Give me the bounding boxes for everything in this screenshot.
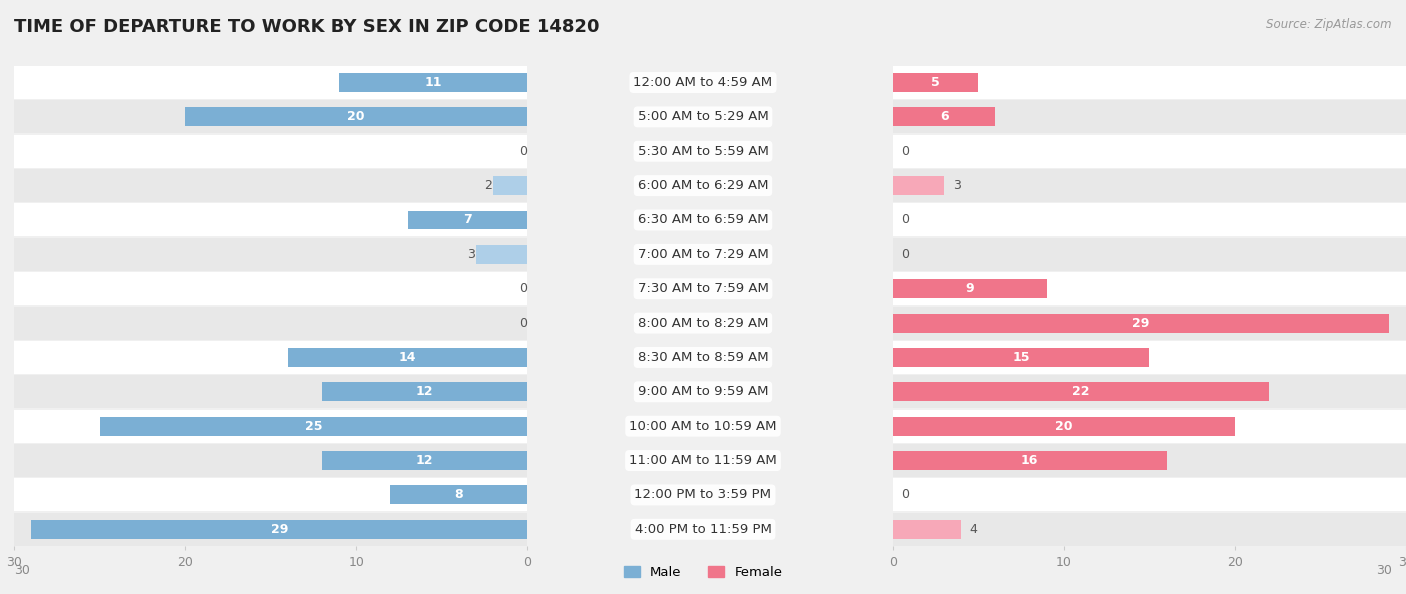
- Bar: [31, 520, 527, 539]
- Bar: [893, 100, 1406, 134]
- Text: 3: 3: [953, 179, 960, 192]
- Text: 4: 4: [970, 523, 977, 536]
- Bar: [14, 478, 527, 511]
- Bar: [322, 383, 527, 402]
- Text: 5:30 AM to 5:59 AM: 5:30 AM to 5:59 AM: [637, 145, 769, 158]
- Bar: [893, 383, 1270, 402]
- Text: 12: 12: [416, 454, 433, 467]
- Bar: [339, 73, 527, 92]
- Text: 0: 0: [901, 213, 910, 226]
- Text: 2: 2: [485, 179, 492, 192]
- Text: 8:30 AM to 8:59 AM: 8:30 AM to 8:59 AM: [638, 351, 768, 364]
- Bar: [322, 451, 527, 470]
- Bar: [391, 485, 527, 504]
- Text: 3: 3: [467, 248, 475, 261]
- Text: 22: 22: [1073, 386, 1090, 399]
- Text: 12:00 PM to 3:59 PM: 12:00 PM to 3:59 PM: [634, 488, 772, 501]
- Bar: [893, 108, 995, 127]
- Bar: [14, 375, 527, 408]
- Bar: [14, 444, 527, 477]
- Bar: [14, 307, 527, 340]
- Text: 7: 7: [463, 213, 472, 226]
- Bar: [893, 238, 1406, 271]
- Bar: [14, 341, 527, 374]
- Bar: [893, 520, 962, 539]
- Bar: [14, 410, 527, 443]
- Text: 11: 11: [425, 76, 441, 89]
- Bar: [893, 410, 1406, 443]
- Text: TIME OF DEPARTURE TO WORK BY SEX IN ZIP CODE 14820: TIME OF DEPARTURE TO WORK BY SEX IN ZIP …: [14, 18, 599, 36]
- Bar: [893, 73, 979, 92]
- Bar: [14, 204, 527, 236]
- Text: 30: 30: [14, 564, 30, 577]
- Text: 0: 0: [901, 145, 910, 158]
- Text: 0: 0: [901, 248, 910, 261]
- Text: 10:00 AM to 10:59 AM: 10:00 AM to 10:59 AM: [630, 420, 776, 432]
- Bar: [14, 100, 527, 134]
- Text: 11:00 AM to 11:59 AM: 11:00 AM to 11:59 AM: [628, 454, 778, 467]
- Text: 8:00 AM to 8:29 AM: 8:00 AM to 8:29 AM: [638, 317, 768, 330]
- Bar: [14, 238, 527, 271]
- Bar: [893, 272, 1406, 305]
- Bar: [186, 108, 527, 127]
- Text: 30: 30: [1376, 564, 1392, 577]
- Text: 9: 9: [966, 282, 974, 295]
- Text: 29: 29: [270, 523, 288, 536]
- Text: 20: 20: [347, 110, 366, 124]
- Text: 0: 0: [519, 145, 527, 158]
- Text: 7:30 AM to 7:59 AM: 7:30 AM to 7:59 AM: [637, 282, 769, 295]
- Bar: [14, 513, 527, 546]
- Text: 9:00 AM to 9:59 AM: 9:00 AM to 9:59 AM: [638, 386, 768, 399]
- Text: 5:00 AM to 5:29 AM: 5:00 AM to 5:29 AM: [638, 110, 768, 124]
- Bar: [100, 417, 527, 435]
- Bar: [408, 210, 527, 229]
- Text: 12:00 AM to 4:59 AM: 12:00 AM to 4:59 AM: [634, 76, 772, 89]
- Bar: [893, 375, 1406, 408]
- Text: 6:30 AM to 6:59 AM: 6:30 AM to 6:59 AM: [638, 213, 768, 226]
- Text: 29: 29: [1132, 317, 1150, 330]
- Text: Source: ZipAtlas.com: Source: ZipAtlas.com: [1267, 18, 1392, 31]
- Bar: [893, 513, 1406, 546]
- Legend: Male, Female: Male, Female: [619, 561, 787, 584]
- Bar: [893, 176, 945, 195]
- Text: 8: 8: [454, 488, 463, 501]
- Text: 25: 25: [305, 420, 322, 432]
- Bar: [893, 314, 1389, 333]
- Bar: [893, 204, 1406, 236]
- Text: 6: 6: [939, 110, 949, 124]
- Text: 0: 0: [519, 282, 527, 295]
- Bar: [893, 478, 1406, 511]
- Bar: [893, 417, 1234, 435]
- Bar: [893, 451, 1167, 470]
- Text: 0: 0: [519, 317, 527, 330]
- Text: 4:00 PM to 11:59 PM: 4:00 PM to 11:59 PM: [634, 523, 772, 536]
- Bar: [893, 169, 1406, 202]
- Bar: [893, 307, 1406, 340]
- Bar: [893, 135, 1406, 168]
- Text: 16: 16: [1021, 454, 1039, 467]
- Bar: [893, 348, 1150, 367]
- Bar: [14, 66, 527, 99]
- Text: 20: 20: [1054, 420, 1073, 432]
- Bar: [475, 245, 527, 264]
- Text: 15: 15: [1012, 351, 1029, 364]
- Text: 14: 14: [399, 351, 416, 364]
- Bar: [14, 135, 527, 168]
- Text: 5: 5: [931, 76, 941, 89]
- Text: 0: 0: [901, 488, 910, 501]
- Text: 12: 12: [416, 386, 433, 399]
- Text: 6:00 AM to 6:29 AM: 6:00 AM to 6:29 AM: [638, 179, 768, 192]
- Bar: [893, 341, 1406, 374]
- Bar: [14, 272, 527, 305]
- Bar: [893, 66, 1406, 99]
- Bar: [14, 169, 527, 202]
- Text: 7:00 AM to 7:29 AM: 7:00 AM to 7:29 AM: [638, 248, 768, 261]
- Bar: [494, 176, 527, 195]
- Bar: [893, 279, 1046, 298]
- Bar: [893, 444, 1406, 477]
- Bar: [288, 348, 527, 367]
